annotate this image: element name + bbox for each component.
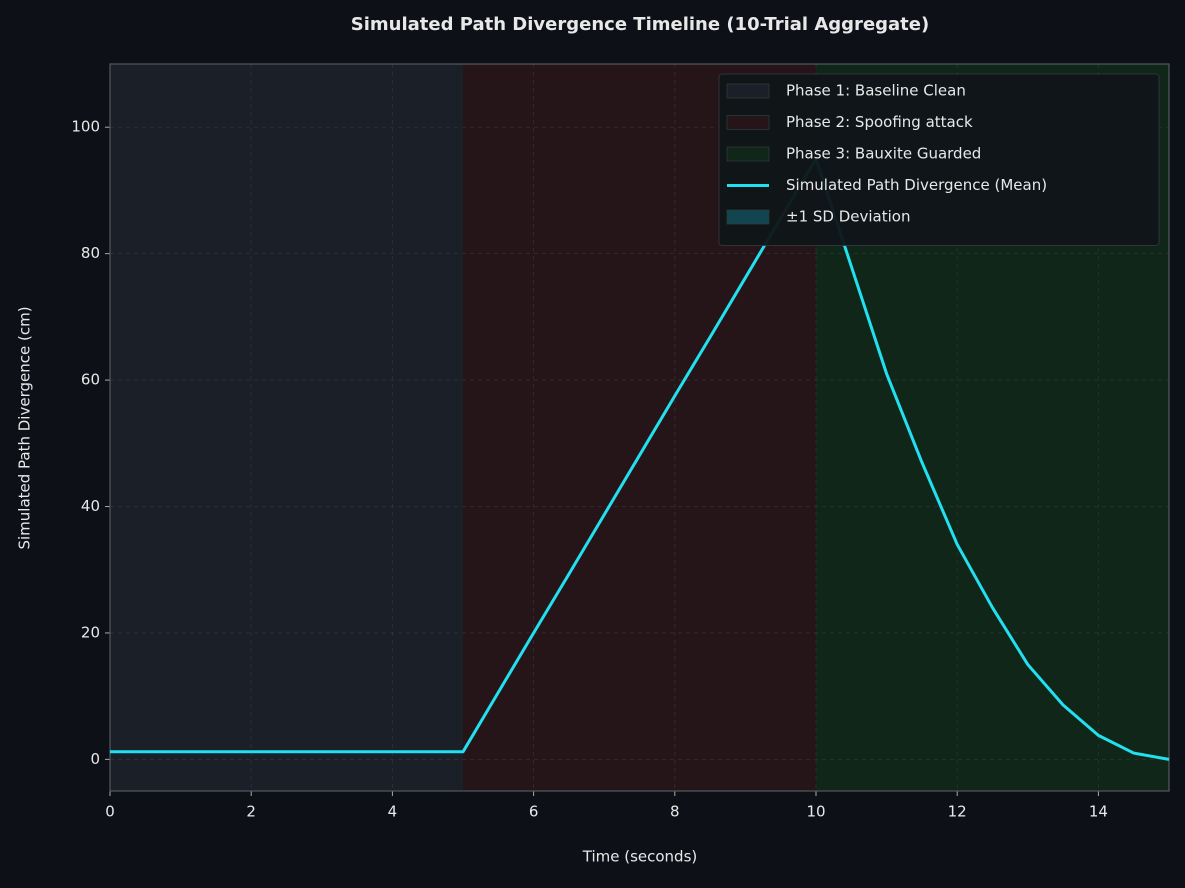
line-series [110,157,1170,761]
x-tick-label: 2 [246,803,256,821]
x-tick-label: 12 [948,803,967,821]
legend-swatch [726,83,770,99]
plot-frame [109,63,1170,792]
x-tick-label: 10 [806,803,825,821]
legend-swatch [726,146,770,162]
legend-swatch [726,209,770,225]
x-tick-label: 0 [105,803,115,821]
y-tick-label: 0 [90,750,100,768]
x-axis-label: Time (seconds) [582,848,698,866]
legend-label: Phase 3: Bauxite Guarded [786,145,981,163]
legend-box [718,73,1160,246]
y-tick-label: 40 [81,497,100,515]
y-tick-label: 20 [81,623,100,641]
x-tick-label: 4 [388,803,398,821]
x-tick-label: 14 [1089,803,1108,821]
legend-label: ±1 SD Deviation [786,208,910,226]
y-tick-label: 80 [81,244,100,262]
y-tick-label: 60 [81,371,100,389]
chart-title: Simulated Path Divergence Timeline (10-T… [351,14,929,35]
phase-span [110,64,463,791]
legend-label: Phase 2: Spoofing attack [786,113,973,131]
x-tick-label: 8 [670,803,680,821]
legend-label: Simulated Path Divergence (Mean) [786,176,1047,194]
y-tick-label: 100 [71,118,100,136]
x-tick-label: 6 [529,803,539,821]
legend-swatch [726,115,770,130]
legend-label: Phase 1: Baseline Clean [786,82,966,100]
y-axis-label: Simulated Path Divergence (cm) [16,306,34,549]
